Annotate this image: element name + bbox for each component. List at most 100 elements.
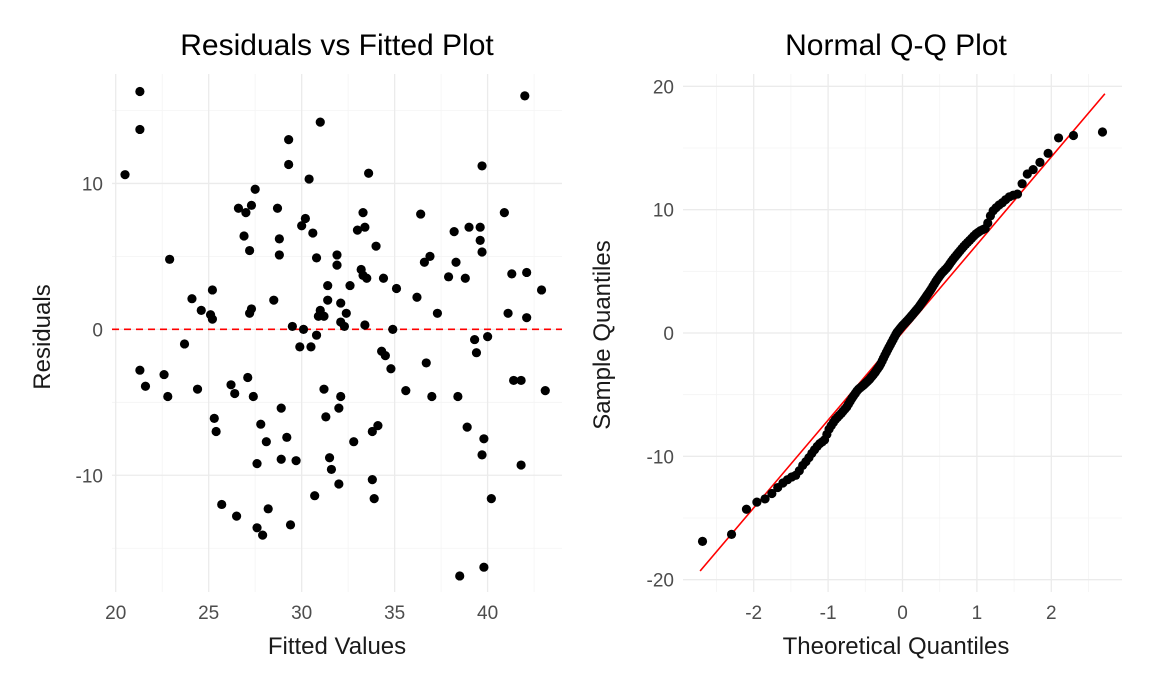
residuals-data-point xyxy=(462,422,472,432)
residuals-data-point xyxy=(239,231,249,241)
residuals-data-point xyxy=(373,421,383,431)
residuals-data-point xyxy=(522,313,532,323)
residuals-data-point xyxy=(471,348,482,358)
residuals-data-point xyxy=(140,381,151,391)
qq-data-point xyxy=(741,504,752,514)
residuals-data-point xyxy=(369,494,379,504)
residuals-data-point xyxy=(245,245,255,256)
qq-data-point xyxy=(1012,189,1023,199)
residuals-data-point xyxy=(321,412,331,422)
residuals-data-point xyxy=(479,562,489,572)
residuals-plot-title: Residuals vs Fitted Plot xyxy=(180,29,494,62)
qq-points xyxy=(697,127,1108,546)
residuals-data-point xyxy=(416,209,426,219)
residuals-tick-labels: 20 25 30 35 40 -10 0 10 xyxy=(76,174,499,624)
qq-grid xyxy=(683,74,1122,592)
residuals-data-point xyxy=(326,464,337,475)
residuals-data-point xyxy=(217,499,227,510)
residuals-data-point xyxy=(163,391,173,402)
residuals-data-point xyxy=(507,269,517,279)
residuals-x-axis-title: Fitted Values xyxy=(268,633,406,660)
residuals-data-point xyxy=(427,391,437,402)
residuals-data-point xyxy=(207,285,218,295)
residuals-data-point xyxy=(261,437,271,447)
residuals-data-point xyxy=(310,491,320,501)
residuals-y-axis-title: Residuals xyxy=(29,284,56,389)
residuals-y-tick-label: 10 xyxy=(82,174,103,195)
residuals-data-point xyxy=(419,257,429,267)
residuals-data-point xyxy=(352,225,363,235)
residuals-data-point xyxy=(211,426,221,437)
residuals-data-point xyxy=(475,235,485,245)
residuals-x-tick-label: 40 xyxy=(477,603,498,624)
qq-data-point xyxy=(1017,179,1027,189)
residuals-data-point xyxy=(319,384,329,394)
residuals-data-point xyxy=(291,456,301,466)
qq-y-tick-label: -20 xyxy=(647,571,674,592)
qq-y-tick-label: 0 xyxy=(663,324,674,345)
residuals-data-point xyxy=(297,221,307,231)
qq-data-point xyxy=(1028,164,1038,175)
residuals-data-point xyxy=(300,213,310,224)
qq-x-tick-label: -2 xyxy=(745,603,762,624)
residuals-data-point xyxy=(187,294,197,304)
residuals-points xyxy=(120,86,550,581)
residuals-data-point xyxy=(360,320,370,330)
residuals-data-point xyxy=(477,161,487,171)
residuals-data-point xyxy=(252,523,262,533)
qq-y-tick-label: -10 xyxy=(647,447,674,468)
residuals-data-point xyxy=(334,403,344,413)
residuals-data-point xyxy=(516,460,526,470)
residuals-data-point xyxy=(241,208,251,218)
residuals-y-tick-label: 0 xyxy=(92,320,103,341)
residuals-data-point xyxy=(252,458,262,469)
residuals-data-point xyxy=(135,86,145,97)
residuals-data-point xyxy=(248,391,258,402)
qq-data-point xyxy=(752,497,762,507)
residuals-data-point xyxy=(250,184,260,194)
residuals-data-point xyxy=(332,260,342,270)
residuals-data-point xyxy=(499,208,509,218)
residuals-data-point xyxy=(362,273,372,283)
residuals-data-point xyxy=(401,386,411,396)
residuals-data-point xyxy=(470,334,480,345)
residuals-data-point xyxy=(295,342,305,352)
residuals-data-point xyxy=(135,365,145,375)
qq-data-point xyxy=(760,494,770,504)
qq-plot-title: Normal Q-Q Plot xyxy=(785,29,1007,62)
residuals-x-tick-label: 20 xyxy=(105,603,126,624)
residuals-data-point xyxy=(360,222,370,232)
residuals-data-point xyxy=(449,226,459,237)
residuals-data-point xyxy=(324,453,335,463)
residuals-data-point xyxy=(421,358,431,368)
residuals-data-point xyxy=(453,391,463,402)
qq-x-tick-label: 2 xyxy=(1046,603,1057,624)
residuals-data-point xyxy=(336,298,346,308)
residuals-data-point xyxy=(233,203,244,213)
residuals-data-point xyxy=(388,324,398,334)
residuals-data-point xyxy=(483,332,493,342)
residuals-data-point xyxy=(475,222,485,232)
qq-x-tick-label: 1 xyxy=(972,603,983,624)
residuals-data-point xyxy=(209,413,219,423)
residuals-data-point xyxy=(298,324,309,334)
residuals-data-point xyxy=(522,267,532,278)
residuals-data-point xyxy=(425,251,435,261)
residuals-data-point xyxy=(443,272,454,282)
residuals-data-point xyxy=(306,342,316,352)
residuals-data-point xyxy=(464,222,474,232)
residuals-data-point xyxy=(460,273,470,283)
residuals-data-point xyxy=(192,384,203,394)
qq-data-point xyxy=(1053,133,1064,143)
qq-y-tick-label: 10 xyxy=(653,201,674,222)
residuals-data-point xyxy=(246,200,257,210)
residuals-x-tick-label: 25 xyxy=(198,603,219,624)
residuals-data-point xyxy=(135,124,145,135)
residuals-data-point xyxy=(509,375,519,386)
residuals-data-point xyxy=(269,295,279,305)
residuals-data-point xyxy=(284,159,294,170)
residuals-data-point xyxy=(276,454,286,464)
